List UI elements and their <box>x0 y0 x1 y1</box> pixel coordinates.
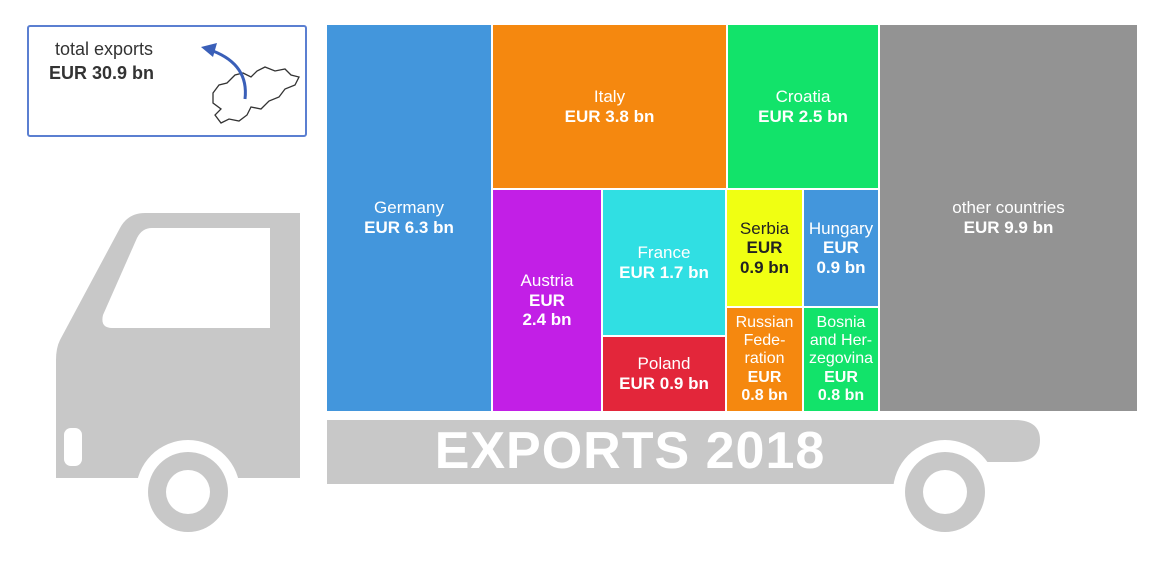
tile-austria: Austria EUR 2.4 bn <box>493 190 601 411</box>
tile-value: EUR 0.9 bn <box>619 374 709 393</box>
slovenia-map-icon <box>201 43 300 124</box>
tile-label-line2: Fede- <box>743 331 786 349</box>
tile-label-line1: Bosnia <box>816 313 866 331</box>
tile-value: EUR <box>824 368 858 386</box>
truck-door-handle <box>64 428 82 466</box>
truck-window <box>102 228 271 328</box>
tile-italy: Italy EUR 3.8 bn <box>493 25 726 188</box>
tile-poland: Poland EUR 0.9 bn <box>603 337 725 411</box>
tile-label: Serbia <box>739 218 790 238</box>
rear-wheel-hub <box>923 470 967 514</box>
total-exports-value: EUR 30.9 bn <box>49 63 155 83</box>
tile-value: EUR 3.8 bn <box>564 106 655 126</box>
tile-other-countries: other countries EUR 9.9 bn <box>880 25 1137 411</box>
tile-germany: Germany EUR 6.3 bn <box>327 25 491 411</box>
tile-label: Hungary <box>808 218 874 238</box>
front-wheel-hub <box>166 470 210 514</box>
exports-title-banner: EXPORTS 2018 <box>434 422 826 480</box>
tile-value-amount: 0.8 bn <box>741 387 788 405</box>
tile-value-amount: 0.9 bn <box>739 257 790 277</box>
tile-label-line3: zegovina <box>808 350 874 368</box>
tile-bosnia-and-herzegovina: Bosnia and Her- zegovina EUR 0.8 bn <box>804 308 878 411</box>
truck-chassis <box>327 420 1040 484</box>
tile-croatia: Croatia EUR 2.5 bn <box>728 25 878 188</box>
arrow-icon <box>212 49 247 100</box>
tile-value: EUR <box>823 238 859 258</box>
tile-hungary: Hungary EUR 0.9 bn <box>804 190 878 306</box>
tile-value: EUR 6.3 bn <box>364 218 454 237</box>
tile-label-line3: ration <box>744 350 785 368</box>
tile-label: France <box>637 242 691 262</box>
tile-label: Austria <box>520 271 574 291</box>
tile-value: EUR <box>747 368 782 386</box>
tile-label: Poland <box>637 354 691 374</box>
tile-value: EUR 1.7 bn <box>619 262 709 282</box>
tile-value: EUR 2.5 bn <box>758 106 848 126</box>
tile-label: other countries <box>952 198 1065 218</box>
tile-label: Croatia <box>775 86 831 106</box>
tile-label-line1: Russian <box>735 313 794 331</box>
total-exports-label: total exports <box>55 39 154 59</box>
tile-value: EUR <box>529 290 565 310</box>
tile-value: EUR <box>746 238 783 258</box>
tile-france: France EUR 1.7 bn <box>603 190 725 335</box>
tile-label-line2: and Her- <box>809 331 873 349</box>
tile-serbia: Serbia EUR 0.9 bn <box>727 190 802 306</box>
tile-label: Germany <box>374 198 444 218</box>
tile-value-amount: 0.9 bn <box>816 257 866 277</box>
tile-russian-federation: Russian Fede- ration EUR 0.8 bn <box>727 308 802 411</box>
tile-label: Italy <box>593 86 626 106</box>
total-exports-box: total exports EUR 30.9 bn <box>27 25 307 137</box>
tile-value: EUR 9.9 bn <box>963 218 1054 237</box>
tile-value-amount: 0.8 bn <box>817 387 865 405</box>
tile-value-amount: 2.4 bn <box>522 310 572 330</box>
